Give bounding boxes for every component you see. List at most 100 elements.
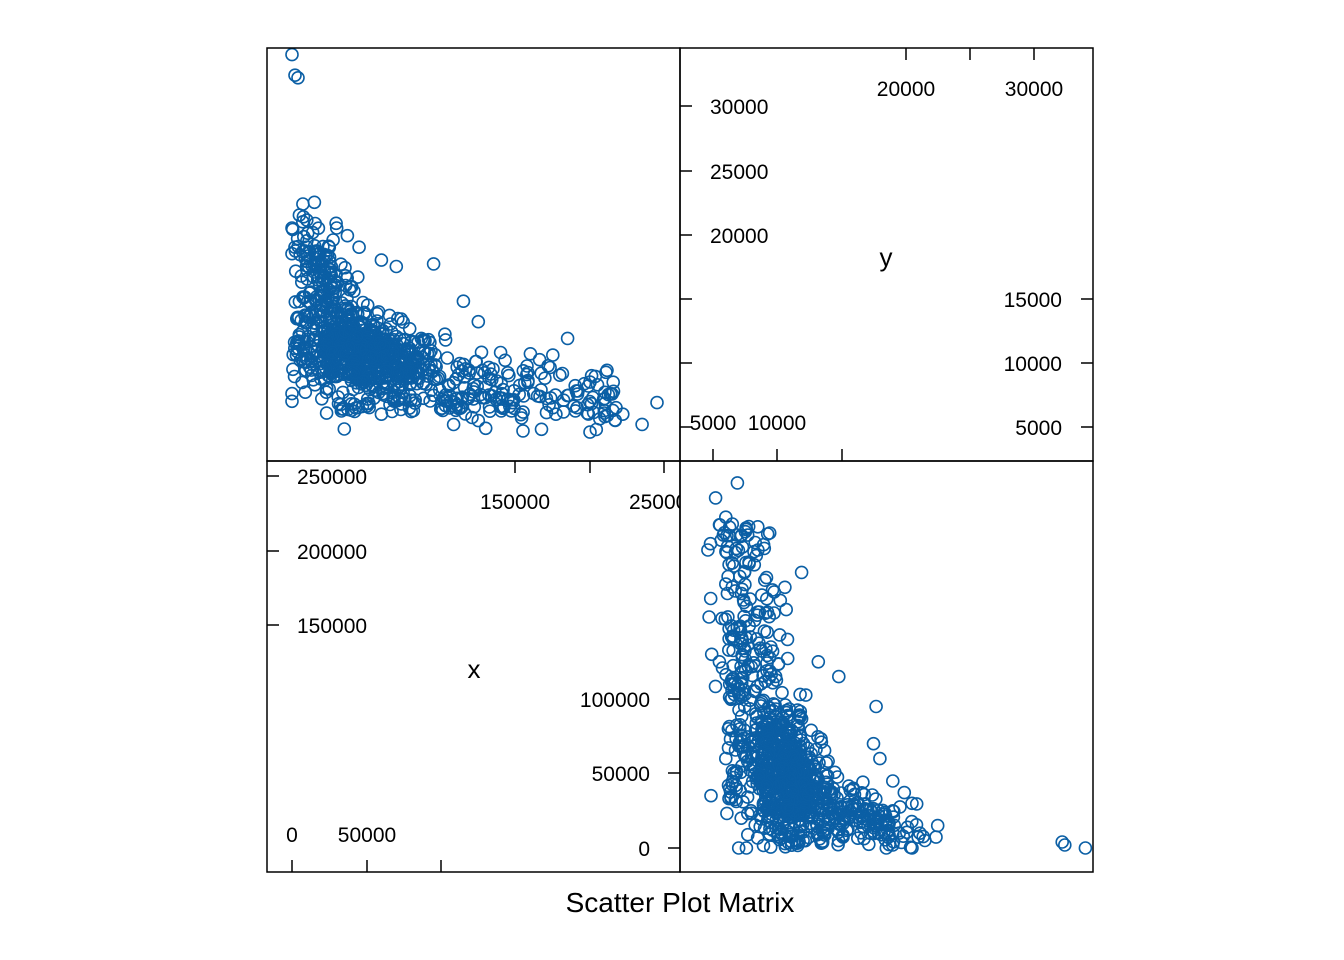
scatter-point-y-vs-x: [478, 390, 493, 405]
scatter-point-x-vs-y: [772, 628, 787, 642]
scatter-point-x-vs-y: [765, 807, 779, 822]
scatter-point-y-vs-x: [347, 354, 361, 369]
scatter-point-y-vs-x: [354, 377, 369, 391]
scatter-point-x-vs-y: [722, 690, 737, 705]
scatter-point-y-vs-x: [337, 422, 352, 436]
scatter-point-x-vs-y: [811, 812, 826, 827]
scatter-point-y-vs-x: [414, 331, 429, 346]
scatter-point-x-vs-y: [885, 803, 900, 818]
scatter-point-x-vs-y: [911, 830, 926, 845]
scatter-point-y-vs-x: [402, 321, 417, 336]
x-top-label-250000: 250000: [629, 491, 699, 514]
x-top-label-clip: 250000: [629, 491, 699, 514]
scatter-point-y-vs-x: [417, 334, 432, 349]
scatter-point-y-vs-x: [435, 403, 450, 418]
scatter-point-y-vs-x: [422, 360, 437, 375]
scatter-point-x-vs-y: [801, 787, 816, 802]
scatter-point-y-vs-x: [308, 251, 323, 266]
scatter-point-x-vs-y: [776, 711, 790, 725]
scatter-point-x-vs-y: [775, 685, 789, 700]
scatter-point-y-vs-x: [316, 344, 331, 358]
scatter-point-y-vs-x: [615, 407, 630, 422]
scatter-point-y-vs-x: [314, 391, 329, 406]
scatter-point-x-vs-y: [846, 782, 861, 797]
scatter-point-y-vs-x: [352, 240, 366, 254]
scatter-point-x-vs-y: [716, 528, 731, 542]
scatter-point-x-vs-y: [794, 565, 809, 580]
scatter-point-x-vs-y: [762, 526, 777, 540]
scatter-point-y-vs-x: [296, 197, 310, 211]
scatter-point-y-vs-x: [538, 371, 552, 386]
scatter-point-x-vs-y: [795, 817, 810, 831]
scatter-point-x-vs-y: [792, 834, 806, 849]
scatter-point-y-vs-x: [493, 345, 508, 360]
scatter-point-x-vs-y: [734, 671, 749, 686]
scatter-point-x-vs-y: [734, 528, 749, 543]
scatter-point-y-vs-x: [311, 270, 326, 284]
scatter-point-x-vs-y: [856, 819, 870, 834]
scatter-point-y-vs-x: [446, 417, 461, 432]
scatter-point-y-vs-x: [307, 195, 322, 210]
scatter-point-x-vs-y: [819, 769, 833, 783]
scatter-point-x-vs-y: [737, 641, 752, 656]
scatter-point-y-vs-x: [324, 259, 339, 274]
scatter-point-y-vs-x: [470, 366, 484, 380]
scatter-point-x-vs-y: [735, 739, 749, 753]
scatter-point-y-vs-x: [374, 407, 389, 422]
x-right-label-50000: 50000: [592, 763, 650, 786]
scatter-point-x-vs-y: [874, 817, 889, 832]
scatter-point-y-vs-x: [383, 338, 397, 352]
scatter-point-y-vs-x: [286, 362, 300, 377]
scatter-point-y-vs-x: [380, 348, 395, 363]
y-right-label-15000: 15000: [1004, 289, 1062, 312]
scatter-point-x-vs-y: [803, 816, 817, 831]
scatter-point-y-vs-x: [338, 260, 352, 275]
panel-x-vs-y-points: [701, 476, 1093, 855]
scatter-point-y-vs-x: [321, 368, 336, 383]
scatter-point-x-vs-y: [751, 543, 765, 557]
scatter-point-x-vs-y: [758, 606, 773, 621]
scatter-point-x-vs-y: [740, 827, 755, 842]
scatter-point-y-vs-x: [292, 208, 307, 222]
scatter-point-y-vs-x: [350, 270, 365, 284]
scatter-point-y-vs-x: [288, 68, 302, 82]
scatter-point-y-vs-x: [389, 259, 404, 274]
scatter-point-y-vs-x: [597, 391, 612, 406]
scatter-point-x-vs-y: [777, 745, 792, 760]
scatter-point-x-vs-y: [831, 837, 845, 852]
scatter-point-y-vs-x: [333, 344, 348, 359]
scatter-point-x-vs-y: [865, 788, 880, 802]
scatter-point-y-vs-x: [327, 304, 341, 319]
scatter-point-y-vs-x: [486, 362, 500, 376]
scatter-point-y-vs-x: [506, 392, 521, 407]
scatter-point-x-vs-y: [749, 771, 763, 786]
scatter-point-y-vs-x: [349, 375, 364, 390]
scatter-point-x-vs-y: [793, 687, 807, 702]
variable-label-x: x: [468, 654, 481, 684]
scatter-point-y-vs-x: [454, 391, 469, 406]
scatter-point-y-vs-x: [404, 334, 419, 349]
scatter-point-x-vs-y: [734, 811, 749, 826]
scatter-point-x-vs-y: [730, 718, 744, 732]
scatter-point-y-vs-x: [426, 257, 441, 271]
scatter-point-y-vs-x: [600, 363, 614, 378]
scatter-point-y-vs-x: [390, 393, 405, 408]
scatter-point-x-vs-y: [718, 751, 733, 766]
scatter-point-y-vs-x: [303, 308, 317, 322]
x-right-label-0: 0: [638, 838, 650, 861]
scatter-point-x-vs-y: [730, 476, 745, 490]
scatter-point-y-vs-x: [422, 346, 437, 361]
scatter-point-x-vs-y: [720, 586, 735, 601]
scatter-point-x-vs-y: [820, 777, 835, 792]
scatter-point-y-vs-x: [412, 371, 426, 386]
scatter-point-y-vs-x: [340, 228, 355, 243]
scatter-point-y-vs-x: [368, 353, 383, 368]
scatter-point-x-vs-y: [905, 796, 919, 811]
scatter-point-y-vs-x: [409, 364, 424, 379]
scatter-point-x-vs-y: [831, 669, 846, 684]
scatter-point-y-vs-x: [309, 323, 324, 337]
scatter-point-y-vs-x: [364, 350, 379, 365]
y-bottom-label-5000: 5000: [690, 412, 737, 435]
scatter-point-y-vs-x: [291, 71, 305, 85]
scatter-point-x-vs-y: [1078, 841, 1093, 855]
